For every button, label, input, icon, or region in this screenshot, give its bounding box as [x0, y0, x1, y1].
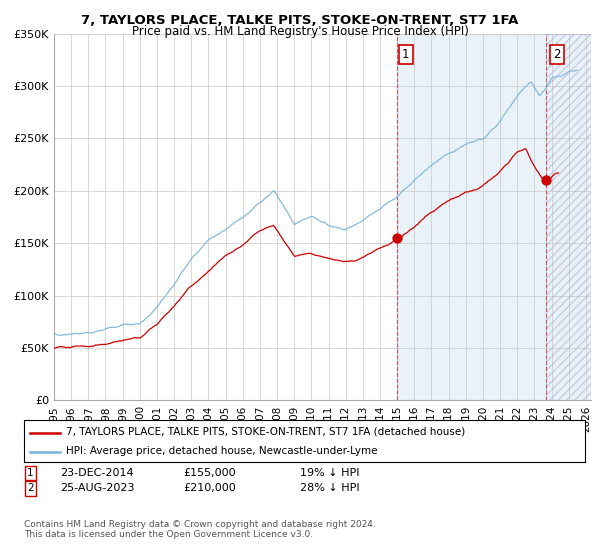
Text: Contains HM Land Registry data © Crown copyright and database right 2024.
This d: Contains HM Land Registry data © Crown c… [24, 520, 376, 539]
Text: 2: 2 [27, 483, 34, 493]
Text: 2: 2 [553, 48, 560, 61]
Bar [545, 34, 591, 400]
Point [392, 234, 401, 242]
Text: £155,000: £155,000 [183, 468, 236, 478]
Text: 23-DEC-2014: 23-DEC-2014 [60, 468, 134, 478]
Text: £210,000: £210,000 [183, 483, 236, 493]
Text: 1: 1 [27, 468, 34, 478]
Text: 1: 1 [402, 48, 409, 61]
Text: 7, TAYLORS PLACE, TALKE PITS, STOKE-ON-TRENT, ST7 1FA (detached house): 7, TAYLORS PLACE, TALKE PITS, STOKE-ON-T… [66, 427, 466, 437]
Point [541, 176, 550, 185]
Text: HPI: Average price, detached house, Newcastle-under-Lyme: HPI: Average price, detached house, Newc… [66, 446, 377, 456]
Text: 19% ↓ HPI: 19% ↓ HPI [300, 468, 359, 478]
Text: 7, TAYLORS PLACE, TALKE PITS, STOKE-ON-TRENT, ST7 1FA: 7, TAYLORS PLACE, TALKE PITS, STOKE-ON-T… [82, 14, 518, 27]
Bar [397, 34, 591, 400]
Text: 28% ↓ HPI: 28% ↓ HPI [300, 483, 359, 493]
Text: Price paid vs. HM Land Registry's House Price Index (HPI): Price paid vs. HM Land Registry's House … [131, 25, 469, 38]
Text: 25-AUG-2023: 25-AUG-2023 [60, 483, 134, 493]
